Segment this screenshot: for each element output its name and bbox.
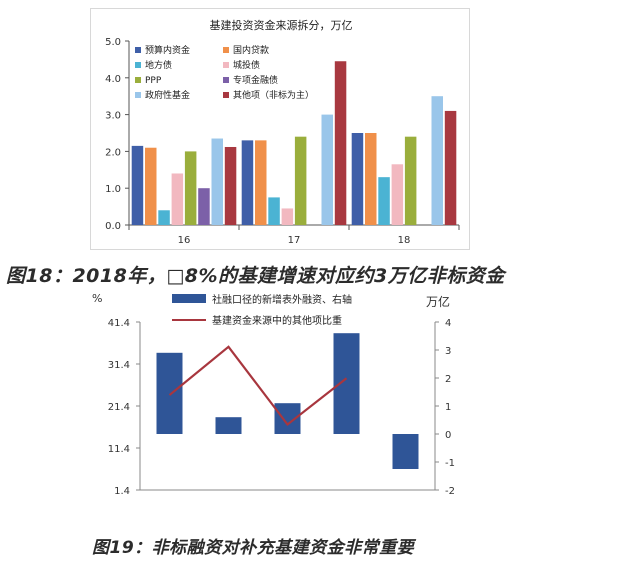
legend-label-bar: 社融口径的新增表外融资、右轴: [212, 293, 352, 306]
y-tick-label: 4.0: [105, 74, 121, 85]
legend-swatch: [135, 62, 141, 68]
bar: [241, 140, 254, 225]
legend-swatch: [223, 92, 229, 98]
x-tick-label: 17: [288, 235, 301, 246]
bar: [444, 110, 457, 225]
right-tick-label: 3: [445, 346, 451, 357]
bar: [184, 151, 197, 225]
right-tick-label: 4: [445, 318, 451, 329]
figure-19-caption: 图19：非标融资对补充基建资金非常重要: [92, 538, 415, 558]
right-tick-label: -2: [445, 486, 455, 497]
right-tick-label: -1: [445, 458, 455, 469]
bar: [198, 188, 210, 225]
bar: [215, 417, 242, 434]
right-tick-label: 1: [445, 402, 451, 413]
legend-swatch-bar: [172, 294, 206, 303]
bar: [131, 145, 144, 225]
bar: [224, 146, 237, 225]
bar: [268, 197, 280, 225]
bar: [145, 147, 157, 225]
legend-swatch: [223, 77, 229, 83]
bar: [392, 434, 419, 469]
y-tick-label: 2.0: [105, 147, 121, 158]
chart-title: 基建投资资金来源拆分，万亿: [210, 18, 353, 32]
legend-label: 政府性基金: [145, 89, 190, 101]
bar: [391, 164, 404, 225]
y-tick-label: 5.0: [105, 37, 121, 48]
chart-19: %万亿1.411.421.431.441.4-2-101234141516171…: [92, 292, 455, 497]
chart-18-panel: 基建投资资金来源拆分，万亿 0.0 1.0 2.0 3.0 4.0 5.0 16 17 18 预算内…: [90, 8, 470, 250]
legend-swatch: [223, 62, 229, 68]
line-series: [168, 345, 348, 427]
bar: [334, 61, 347, 225]
legend-label: 地方债: [145, 59, 172, 71]
bar: [365, 133, 377, 225]
bar: [156, 352, 183, 434]
left-tick-label: 41.4: [108, 318, 130, 329]
left-tick-label: 21.4: [108, 402, 130, 413]
bar: [255, 140, 267, 225]
y-tick-label: 3.0: [105, 111, 121, 122]
y-tick-label: 0.0: [105, 221, 121, 232]
legend-label: 预算内资金: [145, 44, 190, 56]
x-tick-label: 16: [178, 235, 191, 246]
x-tick-label: 18: [398, 235, 411, 246]
legend-label: 城投债: [233, 59, 260, 71]
legend-swatch: [135, 77, 141, 83]
legend-label: 国内贷款: [233, 44, 269, 56]
y-tick-label: 1.0: [105, 184, 121, 195]
bar: [211, 138, 223, 225]
bar: [321, 114, 333, 225]
chart-18: 基建投资资金来源拆分，万亿 0.0 1.0 2.0 3.0 4.0 5.0 16 17 18 预算内…: [105, 18, 460, 246]
left-tick-label: 11.4: [108, 444, 130, 455]
bar: [351, 133, 364, 225]
bar: [404, 136, 417, 225]
legend-label-line: 基建资金来源中的其他项比重: [212, 314, 342, 327]
legend-label: 其他项（非标为主）: [233, 89, 314, 101]
right-tick-label: 0: [445, 430, 451, 441]
right-axis-unit: 万亿: [426, 294, 450, 309]
figure-18-caption: 图18：2018年，□8%的基建增速对应约3万亿非标资金: [6, 265, 505, 287]
left-axis-unit: %: [92, 292, 102, 305]
left-tick-label: 1.4: [114, 486, 130, 497]
legend-swatch: [135, 47, 141, 53]
bar: [378, 177, 390, 225]
legend-swatch: [223, 47, 229, 53]
legend-swatch: [135, 92, 141, 98]
bar: [281, 208, 294, 225]
left-tick-label: 31.4: [108, 360, 130, 371]
legend-label: 专项金融债: [233, 74, 278, 86]
bar: [294, 136, 307, 225]
bar: [158, 210, 170, 225]
legend-label: PPP: [145, 76, 162, 86]
bar: [431, 96, 443, 225]
right-tick-label: 2: [445, 374, 451, 385]
bar: [171, 173, 184, 225]
bar: [333, 333, 360, 434]
